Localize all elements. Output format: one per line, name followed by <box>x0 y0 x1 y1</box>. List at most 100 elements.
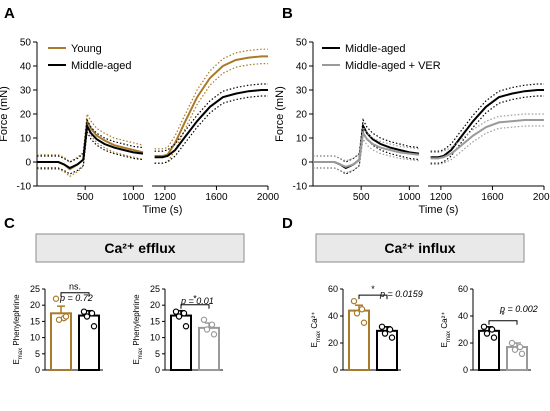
panel-c-left-point-1-1 <box>88 310 96 317</box>
panel-b-series-1-line <box>313 130 420 168</box>
panel-b-y-axis-title: Force (mN) <box>274 86 286 142</box>
influx-banner-text: Ca²⁺ influx <box>384 240 455 256</box>
panel-c-right-point-0-2 <box>175 313 183 320</box>
panel-a-ytick-label: 50 <box>20 38 32 49</box>
panel-c-left-point-1-2 <box>83 313 91 320</box>
panel-c-right-point-1-2 <box>203 326 211 333</box>
panel-d-right-ytick-label: 40 <box>458 311 468 321</box>
panel-c-left-point-0-2 <box>55 316 63 323</box>
panel-b-xtick-label: 1000 <box>398 192 421 203</box>
panel-b-series-0-sem-upper <box>313 118 420 163</box>
panel-c-left-bar-1 <box>78 314 100 371</box>
panel-a-xtick-label: 2000 <box>257 192 280 203</box>
panel-d-right-point-1-0 <box>508 339 516 347</box>
panel-d-right-ytick-label: 60 <box>458 284 468 294</box>
panel-b-xtick-label: 500 <box>353 192 370 203</box>
panel-a-legend-label: Middle-aged <box>71 60 132 72</box>
panel-a-series-1-line <box>154 89 268 159</box>
panel-label-a: A <box>4 5 15 22</box>
efflux-banner-box <box>35 233 245 263</box>
panel-c-right-ytick-label: 5 <box>155 349 160 359</box>
panel-b-ytick-label: 0 <box>301 158 307 169</box>
panel-c-right-ytick-label: 10 <box>150 333 160 343</box>
panel-d-left-ytick-label: 20 <box>328 338 338 348</box>
panel-a-series-1-sem-lower <box>37 130 144 175</box>
panel-c-left-y-axis-title: Emax Phenylephrine <box>12 294 24 365</box>
panel-b-series-1-line <box>430 119 544 160</box>
panel-d-right-point-1-1 <box>516 343 524 351</box>
panel-c-right-ytick-label: 20 <box>150 300 160 310</box>
panel-d-left-bar-0 <box>348 309 370 372</box>
panel-d-right-point-0-0 <box>480 323 488 330</box>
panel-d-right-point-0-1 <box>488 326 496 333</box>
panel-a-ytick-label: -10 <box>17 182 32 193</box>
panel-c-left-point-0-0 <box>52 295 60 302</box>
panel-d-right-y-axis-title: Emax Ca²⁺ <box>440 311 452 347</box>
panel-a-series-1-line <box>37 122 144 170</box>
panel-d-left-point-0-1 <box>358 306 366 313</box>
panel-b-ytick-label: 10 <box>296 134 308 145</box>
panel-b-x-axis-title: Time (s) <box>419 204 459 216</box>
panel-d-left-y-axis-title: Emax Ca²⁺ <box>310 311 322 347</box>
panel-c-right-point-1-0 <box>200 316 208 323</box>
panel-a-series-1-sem-lower <box>154 95 268 164</box>
panel-a-ytick-label: 10 <box>20 134 32 145</box>
panel-b-series-1-sem-lower <box>313 137 420 174</box>
panel-label-c: C <box>4 215 15 232</box>
panel-a-series-0-sem-lower <box>37 126 144 178</box>
panel-a-xtick-label: 1200 <box>154 192 177 203</box>
panel-b-series-0-line <box>430 89 544 159</box>
panel-a-series-1-sem-upper <box>37 118 144 163</box>
panel-a-xtick-label: 500 <box>77 192 94 203</box>
panel-b-legend-label: Middle-aged + VER <box>345 60 441 72</box>
panel-label-b: B <box>282 5 293 22</box>
panel-a-series-0-sem-lower <box>154 63 268 164</box>
panel-a-xtick-label: 1600 <box>205 192 228 203</box>
panel-c-left-point-0-3 <box>62 313 70 320</box>
efflux-banner-text: Ca²⁺ efflux <box>104 240 175 256</box>
panel-a-y-axis-title: Force (mN) <box>0 86 10 142</box>
panel-a-series-0-line <box>154 55 268 157</box>
panel-c-right-sig-marker: * <box>193 294 197 304</box>
panel-b-xtick-label: 1600 <box>481 192 504 203</box>
panel-c-left-point-1-3 <box>90 323 98 330</box>
panel-c-right-ytick-label: 15 <box>150 316 160 326</box>
panel-d-left-ytick-label: 60 <box>328 284 338 294</box>
panel-d-right-point-1-2 <box>511 346 519 353</box>
panel-a-ytick-label: 40 <box>20 62 32 73</box>
panel-d-left-point-1-1 <box>386 326 394 333</box>
panel-d-left-ytick-label: 40 <box>328 311 338 321</box>
panel-c-left-ytick-label: 15 <box>30 316 40 326</box>
panel-b-series-0-sem-upper <box>430 83 544 152</box>
panel-b-ytick-label: 40 <box>296 62 308 73</box>
panel-a-ytick-label: 20 <box>20 110 32 121</box>
panel-b-ytick-label: -10 <box>293 182 308 193</box>
panel-a-xtick-label: 1000 <box>122 192 145 203</box>
panel-c-right-point-0-3 <box>182 323 190 330</box>
influx-banner-box <box>315 233 525 263</box>
panel-c-right-y-axis-title: Emax Phenylephrine <box>132 294 144 365</box>
panel-d-left-sig-bracket <box>358 294 388 300</box>
panel-b-legend-label: Middle-aged <box>345 43 406 55</box>
panel-a-ytick-label: 30 <box>20 86 32 97</box>
panel-c-right-ytick-label: 0 <box>155 365 160 375</box>
panel-d-right-sig-marker: * <box>501 310 505 320</box>
panel-b-xtick-label: 2000 <box>533 192 550 203</box>
panel-b-ytick-label: 50 <box>296 38 308 49</box>
panel-d-left-point-0-0 <box>350 297 358 305</box>
panel-c-left-ytick-label: 10 <box>30 333 40 343</box>
panel-d-left-point-0-2 <box>353 310 361 317</box>
panel-c-left-ytick-label: 0 <box>35 365 40 375</box>
panel-d-left-point-1-0 <box>378 323 386 330</box>
panel-c-right-sig-bracket <box>180 304 210 309</box>
panel-a-series-1-sem-upper <box>154 83 268 152</box>
panel-c-right-point-1-3 <box>210 331 218 338</box>
panel-d-right-ytick-label: 20 <box>458 338 468 348</box>
panel-c-right-pvalue: p = 0.01 <box>180 296 214 306</box>
panel-c-right-ytick-label: 25 <box>150 284 160 294</box>
panel-d-right-ytick-label: 0 <box>463 365 468 375</box>
panel-a-series-0-sem-upper <box>37 111 144 163</box>
panel-d-left-sig-marker: * <box>371 284 375 294</box>
